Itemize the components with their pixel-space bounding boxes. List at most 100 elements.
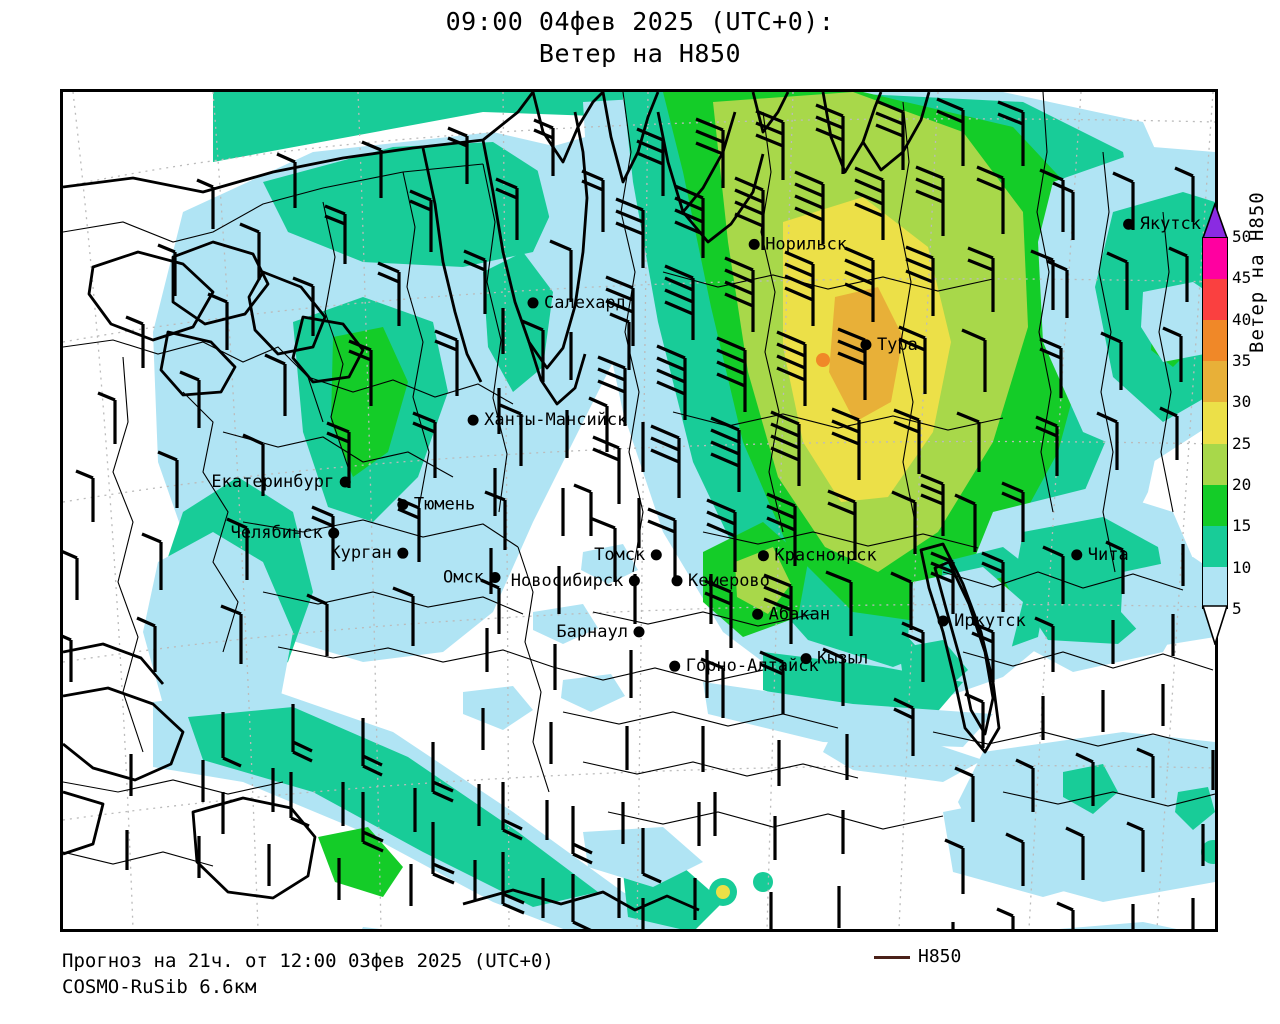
colorbar-band-30-35 [1203, 361, 1227, 403]
city-dot [633, 626, 645, 638]
city-marker: Ханты-Мансийск [467, 410, 627, 430]
city-marker: Салехард [527, 293, 626, 313]
title-valid-time: 09:00 04фев 2025 (UTC+0): [445, 7, 835, 36]
forecast-info: Прогноз на 21ч. от 12:00 03фев 2025 (UTC… [62, 950, 554, 972]
colorbar-title: Ветер на H850 [1246, 191, 1268, 353]
map-canvas: Салехард Норильск Якутск Тура Ханты-Мансийск… [63, 92, 1215, 929]
city-marker: Курган [330, 543, 409, 563]
wind-barbs [63, 97, 1215, 929]
legend-line-icon [874, 955, 910, 959]
city-dot [800, 653, 812, 665]
city-label: Омск [443, 567, 484, 587]
city-label: Челябинск [231, 523, 323, 543]
city-label: Чита [1088, 545, 1129, 565]
colorbar-tick-20: 20 [1232, 475, 1252, 494]
legend-label: H850 [918, 946, 962, 967]
region-boundaries [63, 92, 1215, 867]
city-label: Екатеринбург [211, 472, 334, 492]
city-label: Кемерово [688, 571, 770, 591]
legend: H850 [874, 948, 961, 966]
colorbar-band-35-40 [1203, 320, 1227, 362]
city-marker: Абакан [752, 604, 830, 624]
city-marker: Томск [594, 545, 662, 565]
city-marker: Кызыл [800, 649, 868, 669]
city-label: Салехард [544, 293, 626, 313]
city-marker: Якутск [1123, 214, 1201, 234]
city-label: Кызыл [817, 649, 868, 669]
colorbar-tick-45: 45 [1232, 268, 1252, 288]
city-dot [752, 608, 764, 620]
city-label: Красноярск [774, 546, 876, 566]
colorbar[interactable]: 5 10 15 20 25 30 35 40 45 50 Ветер на H850 [1202, 191, 1280, 645]
city-label: Барнаул [556, 622, 628, 642]
city-marker: Тура [860, 335, 918, 355]
colorbar-band-5-10 [1203, 566, 1227, 608]
city-dot [1123, 218, 1135, 230]
city-dot [1071, 549, 1083, 561]
city-label: Иркутск [954, 611, 1026, 631]
city-label: Тюмень [414, 495, 475, 515]
city-dot [328, 527, 340, 539]
city-marker: Красноярск [757, 546, 877, 566]
city-dot [937, 615, 949, 627]
city-dot [628, 575, 640, 587]
model-info: COSMO-RuSib 6.6км [62, 976, 257, 998]
colorbar-bands [1202, 237, 1228, 609]
city-marker: Барнаул [556, 622, 645, 642]
city-marker: Иркутск [937, 611, 1026, 631]
colorbar-band-40-45 [1203, 279, 1227, 321]
colorbar-band-25-30 [1203, 402, 1227, 444]
city-dot [650, 549, 662, 561]
city-label: Якутск [1140, 214, 1201, 234]
city-label: Томск [594, 545, 645, 565]
weather-map[interactable]: Салехард Норильск Якутск Тура Ханты-Мансийск… [60, 89, 1218, 932]
colorbar-tick-50: 50 [1232, 227, 1252, 246]
city-label: Норильск [765, 234, 847, 254]
map-gridlines [63, 92, 1215, 929]
city-marker: Омск [443, 567, 501, 587]
city-marker: Челябинск [231, 523, 340, 543]
colorbar-tick-25: 25 [1232, 433, 1252, 453]
city-marker: Норильск [748, 234, 847, 254]
footer: Прогноз на 21ч. от 12:00 03фев 2025 (UTC… [62, 948, 1272, 1000]
city-dot [339, 476, 351, 488]
coastlines [63, 92, 1001, 912]
city-layer: Салехард Норильск Якутск Тура Ханты-Мансийск… [211, 214, 1201, 676]
colorbar-tick-40: 40 [1232, 309, 1252, 329]
colorbar-tick-5: 5 [1232, 599, 1242, 618]
city-dot [397, 499, 409, 511]
city-marker: Горно-Алтайск [669, 656, 819, 676]
city-marker: Тюмень [397, 495, 475, 515]
city-marker: Екатеринбург [211, 472, 351, 492]
colorbar-tick-30: 30 [1232, 392, 1252, 412]
title-variable: Ветер на H850 [538, 39, 742, 68]
city-marker: Чита [1071, 545, 1129, 565]
city-label: Горно-Алтайск [686, 656, 819, 676]
city-dot [527, 297, 539, 309]
city-marker: Кемерово [671, 571, 770, 591]
page-title: 09:00 04фев 2025 (UTC+0): Ветер на H850 [0, 6, 1280, 70]
city-dot [397, 547, 409, 559]
colorbar-tick-35: 35 [1232, 351, 1252, 370]
city-dot [669, 660, 681, 672]
colorbar-band-45-50 [1203, 238, 1227, 280]
city-dot [467, 414, 479, 426]
city-label: Ханты-Мансийск [484, 410, 627, 430]
city-marker: Новосибирск [511, 571, 640, 591]
city-dot [671, 575, 683, 587]
colorbar-band-15-20 [1203, 484, 1227, 526]
city-dot [860, 339, 872, 351]
colorbar-tick-10: 10 [1232, 557, 1252, 577]
city-label: Абакан [769, 604, 830, 624]
city-label: Новосибирск [511, 571, 624, 591]
colorbar-tick-15: 15 [1232, 516, 1252, 536]
city-dot [489, 571, 501, 583]
colorbar-overflow-arrow [1202, 203, 1228, 239]
city-dot [757, 550, 769, 562]
colorbar-underflow-arrow [1202, 605, 1228, 645]
city-dot [748, 238, 760, 250]
colorbar-band-20-25 [1203, 443, 1227, 485]
colorbar-band-10-15 [1203, 525, 1227, 567]
city-label: Курган [330, 543, 391, 563]
city-label: Тура [877, 335, 918, 355]
